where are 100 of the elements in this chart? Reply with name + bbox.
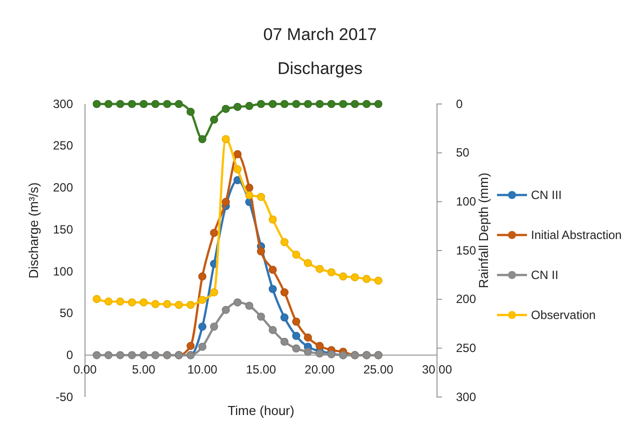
y2-tick-label: 150 [456, 243, 476, 258]
point [116, 298, 124, 306]
point [316, 349, 324, 358]
y-axis-title: Discharge (m³/s) [26, 182, 41, 279]
point [256, 312, 266, 321]
point [327, 268, 336, 276]
point [151, 100, 160, 108]
point [210, 116, 218, 124]
point [292, 100, 300, 108]
legend-label: CN III [531, 188, 562, 202]
point [292, 344, 300, 352]
point [104, 298, 113, 306]
point [222, 104, 230, 113]
point [374, 100, 382, 108]
point [174, 300, 183, 309]
point [233, 102, 242, 111]
point [128, 351, 136, 360]
point [304, 348, 312, 356]
y-tick-label: 0 [66, 348, 74, 362]
legend-label: Observation [531, 308, 596, 322]
x-tick-label: 5.00 [132, 362, 156, 377]
point [256, 100, 266, 108]
y2-tick-label: 0 [456, 96, 463, 111]
point [210, 322, 218, 331]
point [280, 313, 289, 322]
point [222, 198, 230, 206]
point [362, 274, 371, 284]
point [268, 284, 277, 294]
point [151, 351, 160, 360]
point [233, 150, 242, 158]
point [222, 306, 230, 314]
x-tick-label: 10.00 [187, 362, 218, 377]
point [186, 300, 195, 309]
point [339, 272, 348, 280]
point [280, 338, 289, 346]
point [304, 334, 312, 342]
point [198, 342, 206, 351]
point [245, 184, 254, 192]
point [151, 300, 160, 308]
x-tick-label: 0.00 [73, 362, 97, 377]
point [292, 318, 300, 326]
point [268, 326, 277, 334]
point [304, 100, 312, 108]
point [163, 300, 172, 308]
point [304, 259, 312, 268]
y-tick-label: 250 [52, 138, 74, 153]
point [233, 165, 242, 174]
y2-tick-label: 250 [456, 341, 476, 356]
y2-tick-label: 200 [456, 292, 476, 306]
point [327, 100, 336, 108]
point [104, 100, 113, 108]
chart-title: 07 March 2017 [263, 25, 377, 44]
point [245, 102, 254, 110]
point [350, 100, 359, 108]
legend-label: CN II [531, 268, 558, 282]
point [292, 250, 300, 259]
point [280, 100, 289, 108]
point [245, 302, 254, 310]
y-tick-label: 300 [52, 96, 74, 111]
y2-tick-label: 100 [456, 194, 476, 209]
y2-tick-label: 300 [456, 390, 476, 404]
point [140, 351, 148, 360]
y-tick-label: 100 [52, 264, 74, 278]
y2-axis-title: Rainfall Depth (mm) [476, 172, 491, 288]
point [339, 100, 348, 108]
chart-subtitle: Discharges [277, 59, 363, 78]
point [116, 351, 124, 360]
point [140, 298, 148, 306]
point [280, 238, 289, 246]
y-tick-label: 200 [52, 180, 74, 195]
x-tick-label: 30.00 [422, 362, 452, 377]
x-tick-label: 15.00 [246, 362, 276, 377]
y-tick-label: -50 [56, 390, 74, 404]
point [128, 298, 136, 306]
legend-label: Initial Abstraction [531, 228, 622, 242]
point [104, 351, 113, 360]
point [92, 100, 101, 108]
point [362, 100, 371, 108]
point [198, 272, 206, 280]
point [245, 191, 254, 200]
point [292, 332, 300, 340]
point [140, 100, 148, 108]
point [233, 298, 242, 306]
point [163, 100, 172, 108]
point [198, 296, 206, 304]
point [198, 322, 206, 331]
point [210, 288, 218, 296]
point [128, 100, 136, 108]
point [210, 228, 218, 237]
point [316, 100, 324, 108]
point [222, 135, 230, 144]
point [92, 295, 101, 304]
x-tick-label: 20.00 [304, 362, 336, 377]
point [174, 100, 183, 108]
y-tick-label: 50 [60, 306, 74, 320]
point [256, 247, 266, 256]
point [256, 192, 266, 201]
point [186, 342, 195, 350]
x-tick-label: 25.00 [363, 362, 394, 377]
y-tick-label: 150 [52, 222, 74, 236]
